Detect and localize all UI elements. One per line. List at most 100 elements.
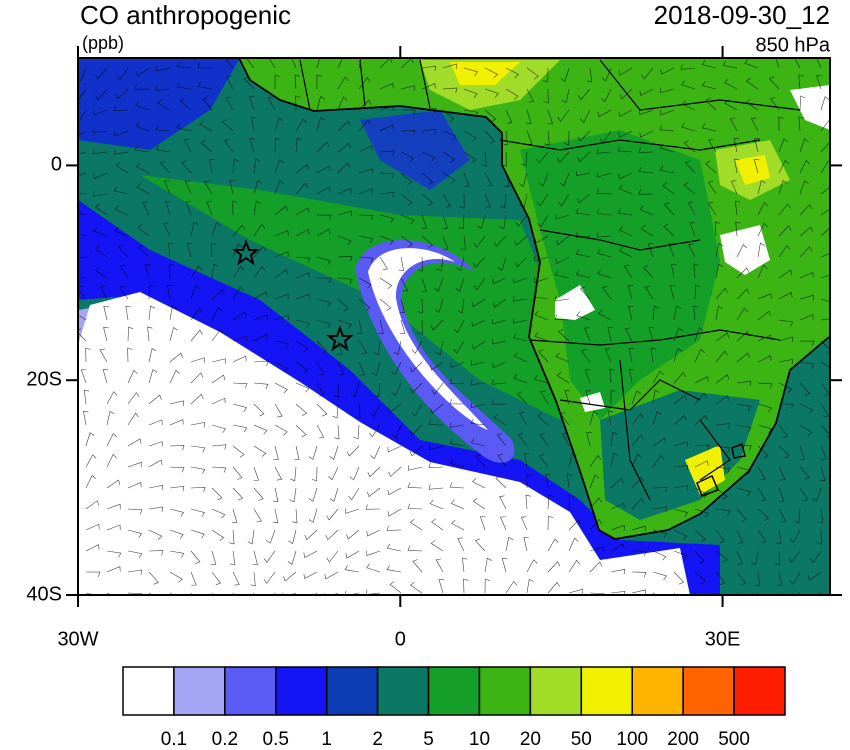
wind-barb [147, 326, 153, 342]
wind-barb [334, 424, 340, 440]
wind-barb [505, 67, 519, 79]
wind-barb [484, 578, 491, 594]
wind-barb [93, 172, 108, 180]
wind-barb [438, 579, 444, 594]
wind-barb [274, 382, 288, 394]
wind-barb [430, 540, 444, 552]
wind-barb [757, 382, 773, 389]
wind-barb [778, 319, 794, 327]
wind-barb [458, 214, 465, 230]
wind-barb [644, 285, 654, 300]
wind-barb [253, 508, 262, 523]
wind-barb [705, 97, 717, 111]
wind-barb [253, 445, 267, 457]
wind-barb [428, 484, 444, 490]
wind-barb [247, 529, 255, 545]
wind-barb [521, 151, 528, 167]
wind-barb [736, 403, 752, 411]
wind-barb [526, 559, 538, 573]
wind-barb [547, 561, 561, 573]
wind-barb [641, 67, 654, 80]
wind-barb [229, 180, 235, 195]
wind-barb [116, 67, 129, 81]
wind-barb [757, 529, 767, 544]
wind-barb [578, 88, 591, 101]
wind-barb [473, 235, 486, 248]
borders [696, 442, 746, 497]
wind-barb [399, 298, 405, 313]
wind-barb [250, 571, 256, 587]
wind-barb [607, 410, 614, 426]
wind-barb [232, 571, 240, 586]
wind-barb [715, 571, 726, 585]
station-star [326, 325, 354, 352]
wind-barb [538, 349, 549, 363]
wind-barb [694, 571, 707, 584]
wind-barb [618, 172, 633, 180]
wind-barb [292, 508, 298, 524]
wind-barb [639, 205, 654, 216]
wind-barb [513, 318, 528, 324]
wind-barb [576, 311, 591, 321]
wind-barb [577, 151, 591, 163]
wind-barb [190, 550, 201, 564]
wind-barb [775, 58, 780, 69]
wind-barb [337, 319, 352, 329]
wind-barb [463, 88, 478, 98]
colorbar-label: 0.5 [263, 729, 289, 750]
wind-barb [631, 550, 647, 556]
wind-barb [93, 227, 108, 237]
colorbar-label: 10 [469, 729, 490, 750]
wind-barb [436, 256, 444, 272]
wind-barb [148, 369, 158, 384]
wind-barb [291, 58, 297, 69]
wind-barb [589, 410, 598, 426]
wind-barb [514, 235, 528, 246]
wind-barb [442, 109, 455, 122]
wind-barb [316, 382, 325, 397]
wind-barb [561, 88, 570, 104]
wind-barb [349, 466, 360, 481]
wind-barb [736, 508, 747, 522]
wind-barb [694, 376, 709, 384]
wind-barb [715, 287, 728, 300]
wind-barb [778, 508, 787, 523]
wind-barb [169, 419, 184, 426]
wind-barb [736, 380, 752, 387]
wind-barb [744, 59, 759, 69]
wind-barb [694, 529, 706, 543]
wind-barb [85, 571, 101, 577]
wind-barb [451, 519, 465, 531]
wind-barb [379, 235, 394, 246]
wind-barb [453, 340, 465, 354]
x-tick-label: 0 [395, 628, 406, 650]
wind-barb [209, 158, 215, 174]
colorbar-label: 200 [667, 729, 699, 750]
wind-barb [736, 244, 748, 258]
wind-barb [778, 116, 784, 132]
wind-barb [558, 193, 570, 207]
wind-barb [92, 148, 108, 155]
wind-barb [266, 529, 276, 544]
land-peak [735, 155, 770, 185]
wind-barb [659, 165, 675, 174]
wind-barb [295, 293, 310, 300]
wind-barb [715, 395, 730, 405]
wind-barb [547, 515, 554, 531]
wind-barb [715, 550, 728, 563]
colorbar-box [275, 666, 328, 716]
wind-barb [589, 474, 600, 489]
wind-barb [169, 263, 175, 279]
map-frame [77, 57, 831, 596]
wind-barb [442, 193, 451, 208]
wind-barb [789, 529, 801, 543]
wind-barb [491, 399, 507, 405]
wind-barb [398, 256, 405, 272]
wind-barb [148, 394, 162, 405]
wind-barb [680, 64, 696, 70]
wind-barb [562, 432, 570, 447]
wind-barb [495, 475, 507, 489]
wind-barb [163, 222, 171, 237]
wind-barb [94, 267, 108, 279]
wind-barb [369, 403, 381, 417]
